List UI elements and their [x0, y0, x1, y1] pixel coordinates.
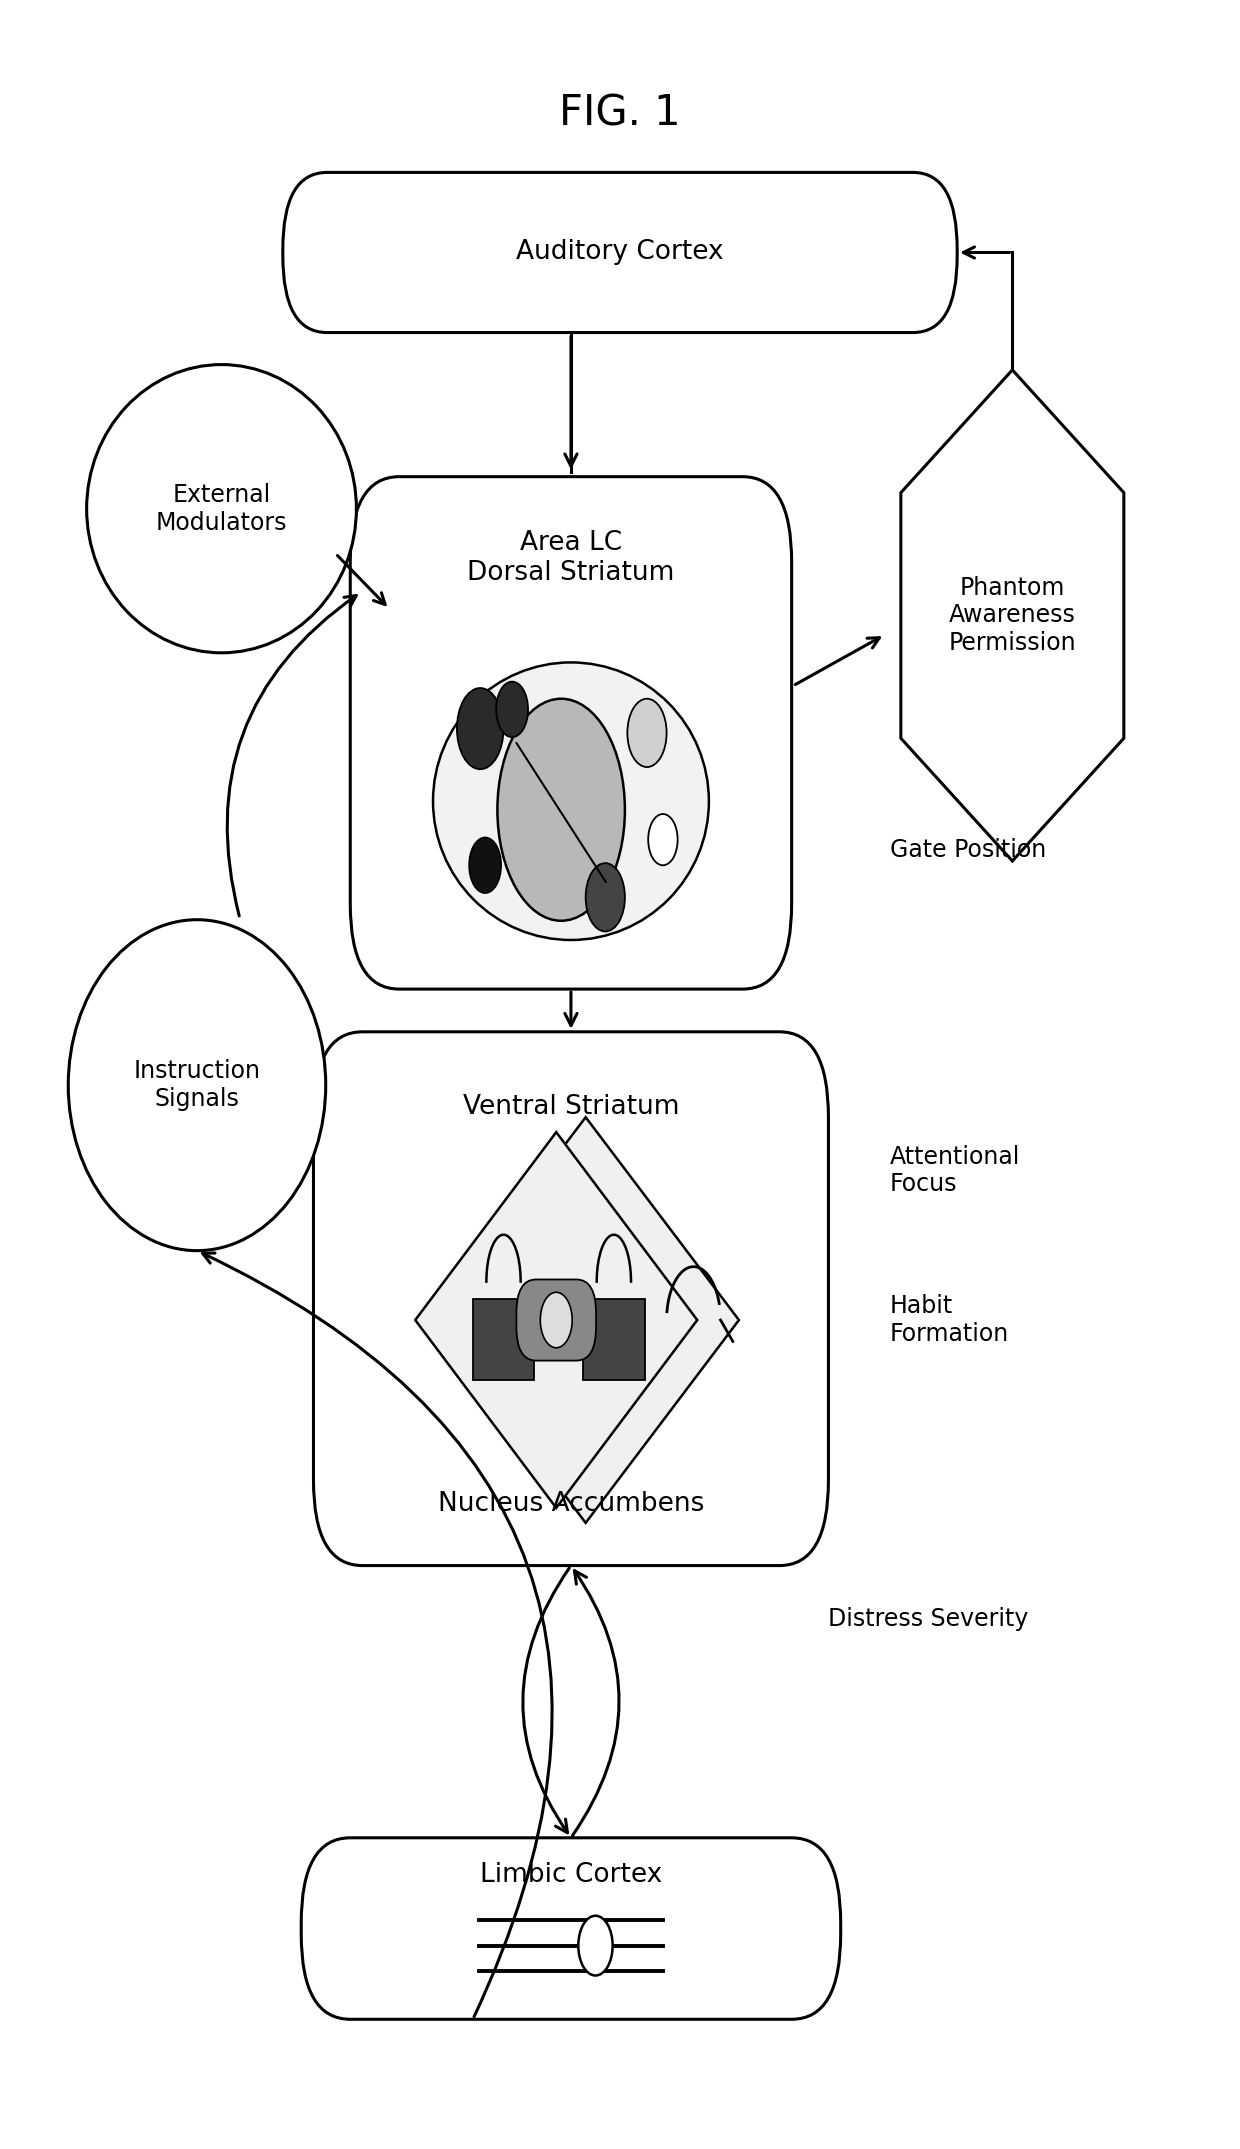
Circle shape — [456, 688, 503, 769]
Circle shape — [497, 698, 625, 920]
Text: External
Modulators: External Modulators — [156, 484, 288, 535]
Text: Ventral Striatum: Ventral Striatum — [463, 1094, 680, 1120]
Circle shape — [627, 698, 667, 767]
FancyBboxPatch shape — [350, 477, 791, 989]
FancyBboxPatch shape — [314, 1032, 828, 1567]
FancyBboxPatch shape — [283, 172, 957, 333]
Polygon shape — [901, 370, 1123, 862]
Text: Phantom
Awareness
Permission: Phantom Awareness Permission — [949, 576, 1076, 655]
Circle shape — [541, 1292, 572, 1347]
Circle shape — [469, 838, 501, 894]
FancyBboxPatch shape — [301, 1837, 841, 2020]
Text: Instruction
Signals: Instruction Signals — [134, 1059, 260, 1111]
Text: Distress Severity: Distress Severity — [828, 1607, 1029, 1631]
Bar — [583, 1298, 645, 1380]
Circle shape — [578, 1915, 613, 1975]
Text: Habit
Formation: Habit Formation — [890, 1294, 1009, 1345]
Text: Gate Position: Gate Position — [890, 838, 1047, 862]
Text: FIG. 1: FIG. 1 — [559, 92, 681, 135]
Circle shape — [649, 814, 677, 866]
Circle shape — [496, 681, 528, 737]
Text: Limbic Cortex: Limbic Cortex — [480, 1863, 662, 1889]
Polygon shape — [415, 1133, 697, 1509]
Ellipse shape — [433, 662, 709, 939]
Ellipse shape — [87, 365, 356, 653]
FancyBboxPatch shape — [516, 1279, 596, 1360]
Circle shape — [585, 864, 625, 931]
Ellipse shape — [68, 920, 326, 1251]
Text: Auditory Cortex: Auditory Cortex — [516, 239, 724, 266]
Text: Attentional
Focus: Attentional Focus — [890, 1145, 1021, 1197]
Text: Nucleus Accumbens: Nucleus Accumbens — [438, 1491, 704, 1517]
Polygon shape — [433, 1117, 739, 1524]
Text: Area LC
Dorsal Striatum: Area LC Dorsal Striatum — [467, 531, 675, 587]
Bar — [472, 1298, 534, 1380]
